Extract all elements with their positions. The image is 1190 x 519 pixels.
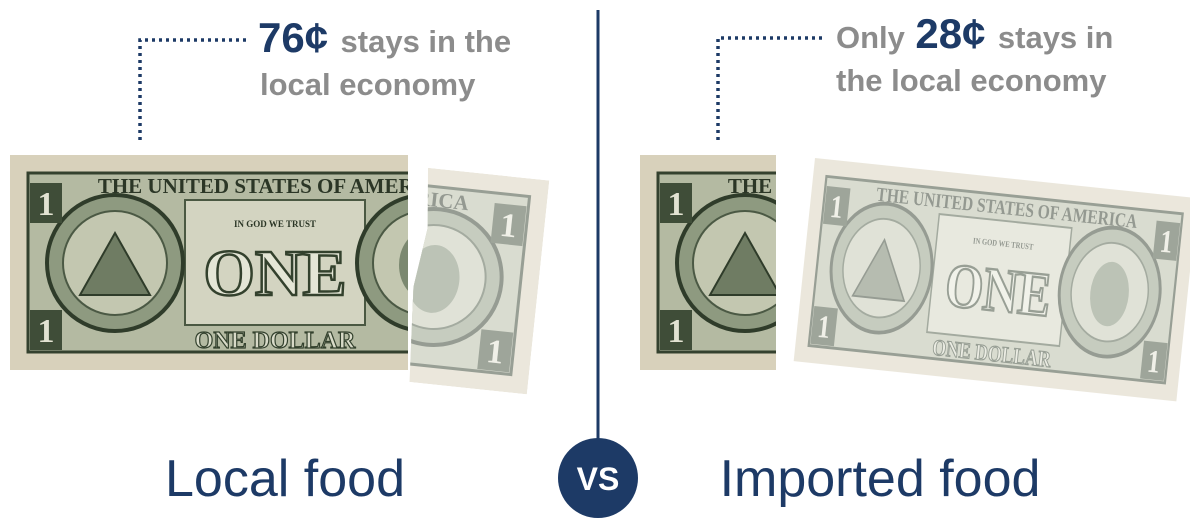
right-caption-line: Only 28¢ stays in xyxy=(836,10,1113,57)
left-caption: local economy xyxy=(260,67,476,102)
right-caption: stays in xyxy=(998,20,1113,55)
left-caption: stays in the xyxy=(341,24,512,59)
bill-corner-text: 1 xyxy=(668,186,685,223)
leader-left xyxy=(140,40,248,140)
right-caption: the local economy xyxy=(836,63,1107,98)
bill-center-text: ONE xyxy=(203,237,346,310)
bill-corner-text: 1 xyxy=(38,186,55,223)
left-caption-line: 76¢ stays in the xyxy=(258,14,511,61)
left-label: Local food xyxy=(165,450,405,508)
page: {"left": {"amount": "76¢", "caption_line… xyxy=(0,0,1190,519)
bill-motto: IN GOD WE TRUST xyxy=(234,219,316,229)
bill-bottom-text: ONE DOLLAR xyxy=(195,328,356,354)
leader-right xyxy=(718,38,826,140)
left-amount: 76¢ xyxy=(258,14,328,61)
bill-corner-text: 1 xyxy=(38,313,55,350)
infographic: VS 76¢ stays in the local economy Only 2… xyxy=(0,0,1190,519)
right-amount: 28¢ xyxy=(915,10,985,57)
bill-center-text: ONE xyxy=(942,251,1054,331)
bill-top-text: THE UNITED STATES OF AMERICA xyxy=(98,174,453,198)
vs-text: VS xyxy=(577,461,620,497)
bill-corner-text: 1 xyxy=(668,313,685,350)
right-label: Imported food xyxy=(720,450,1041,508)
right-prefix: Only xyxy=(836,20,906,55)
